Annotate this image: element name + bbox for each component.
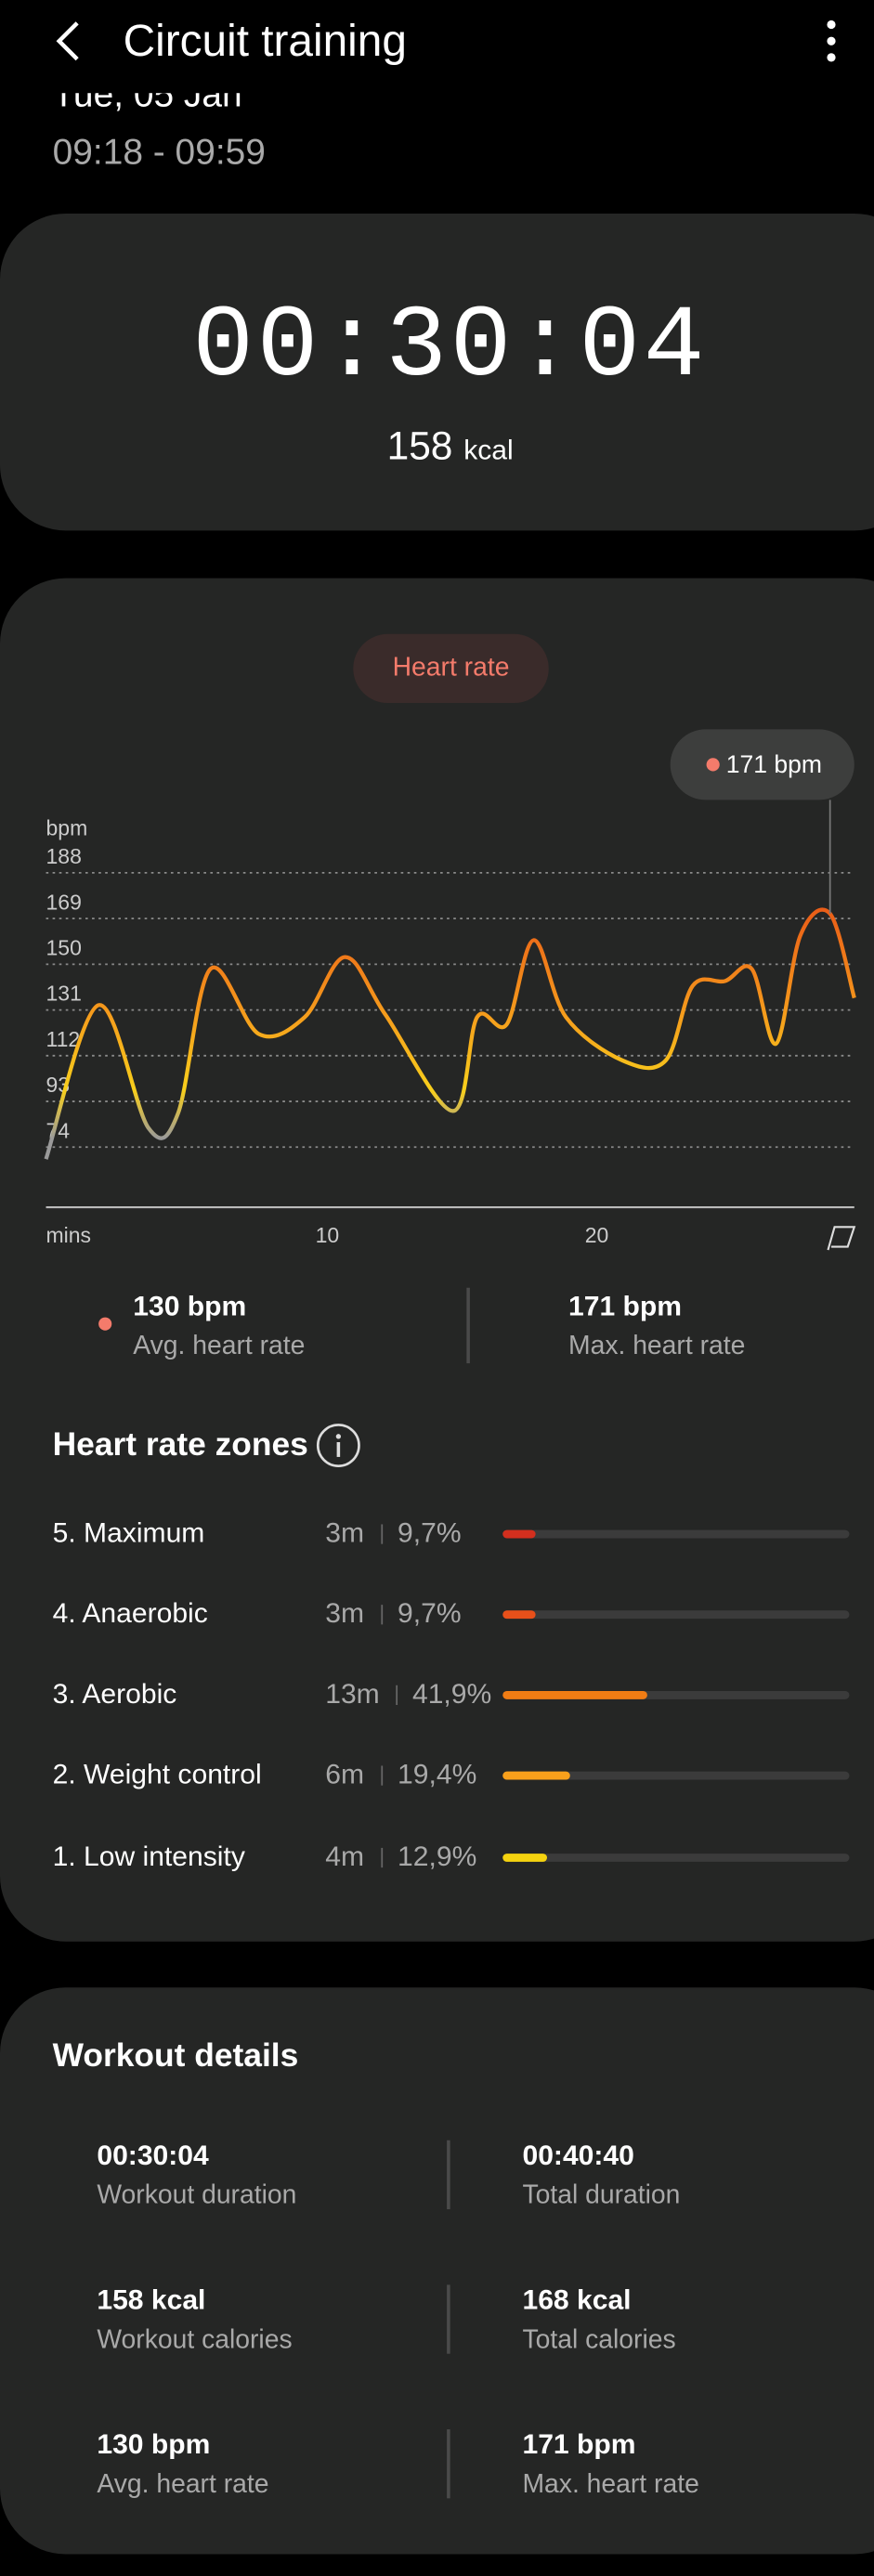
- calories-unit: kcal: [463, 435, 514, 466]
- y-axis-label: bpm: [46, 815, 88, 839]
- avg-value: 130 bpm: [133, 1290, 247, 1322]
- y-tick-label: 188: [46, 844, 82, 868]
- zone-bar: [502, 1529, 537, 1539]
- calories-line: 158 kcal: [0, 424, 874, 472]
- menu-button[interactable]: [818, 17, 844, 66]
- detail-value: 168 kcal: [522, 2284, 632, 2316]
- y-tick-label: 131: [46, 982, 82, 1006]
- x-tick-label: 20: [585, 1223, 609, 1247]
- x-tick-label: 10: [316, 1223, 340, 1247]
- zones-title: Heart rate zones: [52, 1427, 308, 1464]
- zone-separator: [381, 1847, 384, 1868]
- info-button[interactable]: [316, 1423, 362, 1469]
- zone-separator: [381, 1524, 384, 1544]
- date: Tue, 05 Jan: [52, 73, 242, 115]
- detail-value: 00:30:04: [97, 2140, 209, 2172]
- detail-value: 130 bpm: [97, 2428, 211, 2461]
- tooltip-dot: [706, 758, 720, 772]
- detail-label: Workout duration: [97, 2181, 297, 2210]
- zone-track: [502, 1610, 850, 1620]
- zone-duration: 4m: [325, 1841, 365, 1873]
- detail-label: Total calories: [522, 2326, 676, 2355]
- zone-percent: 9,7%: [398, 1517, 462, 1549]
- details-card: [0, 1987, 874, 2555]
- zone-duration: 13m: [325, 1678, 380, 1710]
- details-title: Workout details: [52, 2038, 299, 2075]
- zone-name: 1. Low intensity: [52, 1841, 245, 1873]
- divider: [447, 2429, 450, 2499]
- zone-bar: [502, 1610, 537, 1620]
- detail-label: Avg. heart rate: [97, 2470, 269, 2500]
- zone-track: [502, 1771, 850, 1780]
- back-button[interactable]: [49, 17, 88, 66]
- avg-label: Avg. heart rate: [133, 1333, 306, 1361]
- divider: [447, 2140, 450, 2210]
- tooltip-label: 171 bpm: [726, 750, 822, 778]
- zone-bar: [502, 1690, 648, 1699]
- zone-bar: [502, 1854, 548, 1862]
- y-tick-label: 150: [46, 936, 82, 960]
- detail-value: 171 bpm: [522, 2428, 636, 2461]
- heart-rate-tab[interactable]: [353, 633, 549, 704]
- app-bar: [0, 0, 874, 85]
- x-axis-label: mins: [46, 1223, 92, 1247]
- zone-duration: 3m: [325, 1517, 365, 1549]
- zone-bar: [502, 1771, 570, 1780]
- max-value: 171 bpm: [568, 1290, 683, 1322]
- max-label: Max. heart rate: [568, 1333, 746, 1361]
- zone-track: [502, 1854, 850, 1862]
- tab-label: Heart rate: [392, 654, 510, 683]
- zone-percent: 12,9%: [398, 1841, 477, 1873]
- calories: 158: [386, 424, 453, 470]
- zone-percent: 41,9%: [411, 1678, 492, 1710]
- divider: [447, 2284, 450, 2354]
- zone-track: [502, 1529, 850, 1539]
- detail-value: 00:40:40: [522, 2140, 634, 2172]
- zone-percent: 19,4%: [398, 1759, 477, 1790]
- detail-label: Total duration: [522, 2181, 681, 2210]
- avg-dot: [98, 1317, 112, 1331]
- zone-separator: [381, 1605, 384, 1625]
- tooltip: [670, 729, 854, 800]
- summary-card: [0, 213, 874, 531]
- y-tick-label: 169: [46, 890, 82, 914]
- zone-separator: [396, 1685, 398, 1706]
- duration: 00:30:04: [192, 288, 709, 406]
- finish-flag: [827, 1226, 856, 1251]
- zone-name: 5. Maximum: [52, 1517, 205, 1549]
- title: Circuit training: [123, 16, 407, 66]
- time-range: 09:18 - 09:59: [52, 131, 266, 173]
- zone-track: [502, 1690, 850, 1699]
- zone-name: 2. Weight control: [52, 1759, 262, 1790]
- heart-rate-line: [44, 907, 856, 1160]
- zone-percent: 9,7%: [398, 1597, 462, 1630]
- zone-duration: 6m: [325, 1759, 365, 1790]
- heart-rate-card: [0, 578, 874, 1942]
- zone-name: 3. Aerobic: [52, 1678, 177, 1710]
- detail-label: Max. heart rate: [522, 2470, 699, 2500]
- detail-label: Workout calories: [97, 2326, 293, 2355]
- y-tick-label: 112: [46, 1027, 81, 1051]
- divider: [466, 1287, 470, 1364]
- zone-duration: 3m: [325, 1597, 365, 1630]
- zone-name: 4. Anaerobic: [52, 1597, 208, 1630]
- detail-value: 158 kcal: [97, 2284, 206, 2316]
- zone-separator: [381, 1765, 384, 1786]
